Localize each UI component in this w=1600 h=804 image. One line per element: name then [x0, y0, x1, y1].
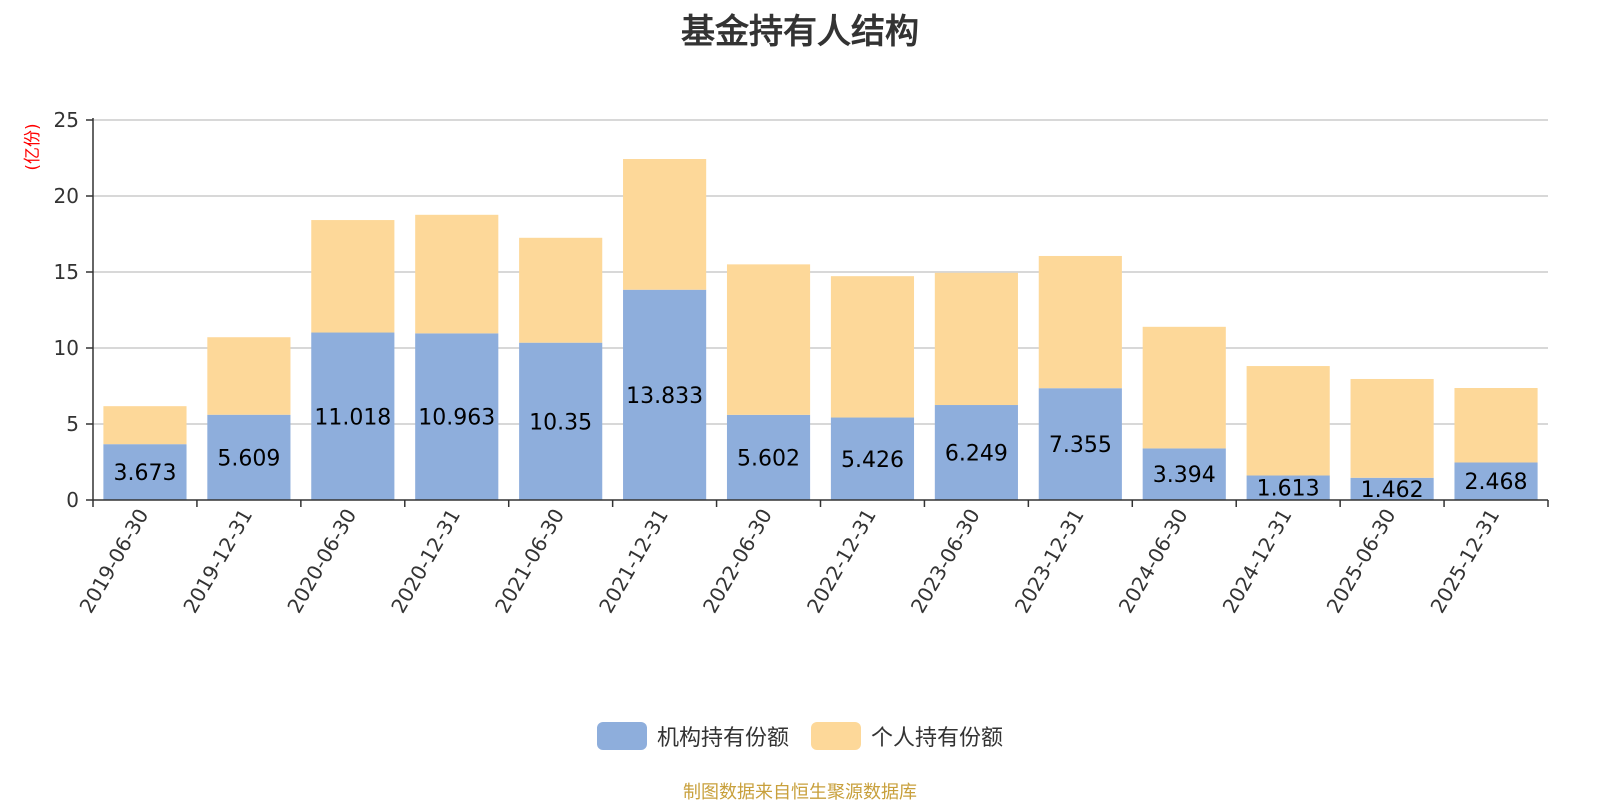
bar-institutional — [830, 417, 915, 500]
bar-institutional — [207, 414, 291, 500]
bar-institutional — [1350, 477, 1434, 500]
stacked-bar-chart: (亿份) 0 5 10 15 20 25 3.673 2019-06-30 5.609 2019-… — [23, 108, 1549, 618]
bar-institutional — [1246, 475, 1330, 500]
x-tick-label: 2020-06-30 — [282, 505, 361, 618]
legend: 机构持有份额 个人持有份额 — [0, 720, 1600, 752]
bar-institutional — [519, 342, 603, 500]
bar-value-label: 10.963 — [418, 406, 495, 431]
bar-institutional — [311, 332, 395, 500]
bar-value-label: 3.394 — [1153, 463, 1216, 488]
bar-institutional — [726, 414, 811, 500]
legend-label-institutional: 机构持有份额 — [656, 726, 789, 751]
x-tick-label: 2024-12-31 — [1218, 505, 1297, 618]
bar-individual — [623, 159, 707, 290]
bar-value-label: 6.249 — [945, 442, 1008, 467]
bar-value-label: 1.613 — [1257, 477, 1320, 502]
x-tick-label: 2025-06-30 — [1322, 505, 1401, 618]
bar-institutional — [623, 289, 707, 500]
y-tick-label: 20 — [54, 184, 79, 208]
data-source-note: 制图数据来自恒生聚源数据库 — [683, 782, 917, 803]
y-tick-label: 10 — [54, 336, 79, 360]
bar-value-label: 5.602 — [737, 446, 800, 471]
y-tick-label: 0 — [66, 488, 79, 512]
x-tick-label: 2024-06-30 — [1114, 505, 1193, 618]
bar-value-label: 7.355 — [1049, 433, 1112, 458]
bar-value-label: 1.462 — [1361, 478, 1424, 503]
x-tick-label: 2023-06-30 — [906, 505, 985, 618]
bars — [103, 159, 1538, 500]
y-tick-label: 15 — [54, 260, 79, 284]
y-axis-unit-label: (亿份) — [23, 123, 43, 170]
bar-institutional — [415, 333, 499, 500]
bar-individual — [311, 220, 395, 333]
chart-title: 基金持有人结构 — [681, 12, 919, 52]
legend-label-individual: 个人持有份额 — [871, 726, 1004, 751]
x-tick-label: 2019-12-31 — [178, 505, 257, 618]
legend-swatch-institutional — [596, 722, 647, 750]
bar-individual — [103, 406, 187, 445]
x-tick-label: 2022-12-31 — [802, 505, 881, 618]
bar-value-label: 2.468 — [1465, 470, 1528, 495]
bar-institutional — [1454, 462, 1538, 500]
axes — [86, 118, 1549, 507]
bar-individual — [1454, 388, 1538, 463]
bar-individual — [1350, 378, 1434, 478]
bar-individual — [415, 214, 499, 334]
bar-institutional — [934, 405, 1018, 500]
legend-item-individual[interactable]: 个人持有份额 — [811, 720, 1003, 752]
bar-value-label: 5.609 — [217, 446, 280, 471]
bar-value-label: 3.673 — [113, 461, 176, 486]
bar-value-label: 5.426 — [841, 448, 904, 473]
x-tick-label: 2021-12-31 — [594, 505, 673, 618]
x-tick-label: 2022-06-30 — [698, 505, 777, 618]
bar-value-label: 11.018 — [314, 405, 391, 430]
bar-individual — [1038, 255, 1122, 389]
y-tick-label: 25 — [54, 108, 79, 132]
legend-item-institutional[interactable]: 机构持有份额 — [596, 720, 789, 752]
bar-individual — [830, 276, 915, 418]
bar-value-label: 10.35 — [529, 410, 592, 435]
y-tick-label: 5 — [66, 412, 79, 436]
bar-value-label: 13.833 — [626, 384, 703, 409]
bar-institutional — [103, 444, 187, 500]
bar-individual — [934, 272, 1018, 406]
bar-individual — [1246, 366, 1330, 476]
bar-individual — [726, 264, 811, 415]
x-tick-label: 2021-06-30 — [490, 505, 569, 618]
legend-swatch-individual — [811, 722, 861, 750]
bar-individual — [519, 237, 603, 343]
bar-institutional — [1038, 388, 1122, 500]
bar-individual — [207, 337, 291, 415]
x-tick-label: 2020-12-31 — [386, 505, 465, 618]
x-tick-label: 2025-12-31 — [1425, 505, 1504, 618]
x-tick-label: 2019-06-30 — [74, 505, 153, 618]
x-tick-label: 2023-12-31 — [1010, 505, 1089, 618]
bar-institutional — [1142, 448, 1226, 500]
bar-individual — [1142, 326, 1226, 449]
